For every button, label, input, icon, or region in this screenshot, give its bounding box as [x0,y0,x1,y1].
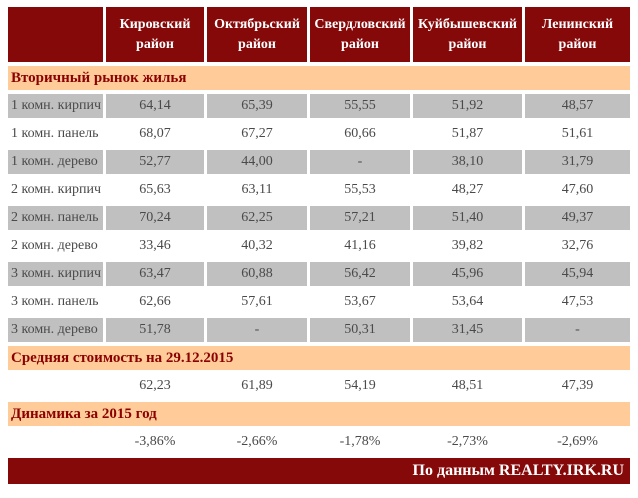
cell-value: 55,55 [310,94,410,118]
cell-value: 48,27 [451,182,484,197]
cell-value: -3,86% [134,434,176,449]
cell-value: 53,64 [451,294,484,309]
row-label: 1 комн. панель [11,126,99,141]
cell-value: 56,42 [310,262,410,286]
header-row: Кировский район Октябрьский район Свердл… [8,7,630,62]
cell-value: - [310,150,410,174]
table-row: 1 комн. панель 68,07 67,27 60,66 51,87 5… [8,122,630,146]
table-row: 2 комн. дерево 33,46 40,32 41,16 39,82 3… [8,234,630,258]
cell-value: 48,57 [525,94,630,118]
section-row-average-price: Средняя стоимость на 29.12.2015 [8,346,630,370]
row-label: 1 комн. дерево [8,150,103,174]
row-label: 2 комн. кирпич [11,182,101,197]
table-row: 2 комн. кирпич 65,63 63,11 55,53 48,27 4… [8,178,630,202]
table-row: 2 комн. панель 70,24 62,25 57,21 51,40 4… [8,206,630,230]
cell-value: 62,25 [207,206,307,230]
cell-value: 47,60 [561,182,594,197]
table-row: 3 комн. кирпич 63,47 60,88 56,42 45,96 4… [8,262,630,286]
row-label [8,374,103,398]
cell-value: 52,77 [106,150,204,174]
cell-value: 62,66 [139,294,171,309]
real-estate-price-table: Кировский район Октябрьский район Свердл… [5,3,633,488]
cell-value: 62,23 [139,378,171,393]
table-row: 3 комн. дерево 51,78 - 50,31 31,45 - [8,318,630,342]
cell-value: 38,10 [413,150,522,174]
cell-value: 67,27 [241,126,273,141]
average-price-row: 62,23 61,89 54,19 48,51 47,39 [8,374,630,398]
column-header-kirovsky: Кировский район [106,7,204,62]
row-label [8,430,103,454]
source-credit: По данным REALTY.IRK.RU [8,458,630,484]
cell-value: 70,24 [106,206,204,230]
column-header-oktyabrsky: Октябрьский район [207,7,307,62]
cell-value: 53,67 [344,294,376,309]
cell-value: 63,11 [241,182,273,197]
cell-value: 39,82 [451,238,484,253]
cell-value: 61,89 [241,378,273,393]
cell-value: 44,00 [207,150,307,174]
row-label: 1 комн. кирпич [8,94,103,118]
row-label: 2 комн. дерево [11,238,98,253]
section-title-secondary-market: Вторичный рынок жилья [8,66,630,90]
cell-value: 54,19 [344,378,376,393]
cell-value: - [525,318,630,342]
section-title-average-price: Средняя стоимость на 29.12.2015 [8,346,630,370]
cell-value: 51,61 [561,126,594,141]
cell-value: 55,53 [344,182,376,197]
cell-value: 65,39 [207,94,307,118]
section-row-secondary-market: Вторичный рынок жилья [8,66,630,90]
cell-value: 57,21 [310,206,410,230]
row-label: 2 комн. панель [8,206,103,230]
cell-value: - [207,318,307,342]
cell-value: 51,87 [451,126,484,141]
cell-value: 32,76 [561,238,594,253]
corner-cell [8,7,103,62]
row-label: 3 комн. кирпич [8,262,103,286]
cell-value: 49,37 [525,206,630,230]
table-row: 1 комн. дерево 52,77 44,00 - 38,10 31,79 [8,150,630,174]
cell-value: 51,78 [106,318,204,342]
cell-value: 45,96 [413,262,522,286]
cell-value: 63,47 [106,262,204,286]
column-header-leninsky: Ленинский район [525,7,630,62]
cell-value: 33,46 [139,238,171,253]
section-title-dynamics: Динамика за 2015 год [8,402,630,426]
cell-value: 31,79 [525,150,630,174]
cell-value: 65,63 [139,182,171,197]
cell-value: 60,88 [207,262,307,286]
cell-value: 48,51 [451,378,484,393]
row-label: 3 комн. дерево [8,318,103,342]
column-header-sverdlovsky: Свердловский район [310,7,410,62]
cell-value: 60,66 [344,126,376,141]
table-row: 3 комн. панель 62,66 57,61 53,67 53,64 4… [8,290,630,314]
section-row-dynamics: Динамика за 2015 год [8,402,630,426]
cell-value: -1,78% [339,434,381,449]
cell-value: 47,53 [561,294,594,309]
cell-value: 50,31 [310,318,410,342]
table-row: 1 комн. кирпич 64,14 65,39 55,55 51,92 4… [8,94,630,118]
cell-value: 47,39 [561,378,594,393]
dynamics-row: -3,86% -2,66% -1,78% -2,73% -2,69% [8,430,630,454]
cell-value: -2,73% [447,434,488,449]
column-header-kuybyshevsky: Куйбышевский район [413,7,522,62]
cell-value: 45,94 [525,262,630,286]
cell-value: 57,61 [241,294,273,309]
cell-value: 68,07 [139,126,171,141]
cell-value: -2,66% [236,434,278,449]
cell-value: 51,92 [413,94,522,118]
cell-value: 41,16 [344,238,376,253]
footer-row: По данным REALTY.IRK.RU [8,458,630,484]
cell-value: -2,69% [557,434,598,449]
row-label: 3 комн. панель [11,294,99,309]
cell-value: 31,45 [413,318,522,342]
cell-value: 51,40 [413,206,522,230]
cell-value: 64,14 [106,94,204,118]
cell-value: 40,32 [241,238,273,253]
